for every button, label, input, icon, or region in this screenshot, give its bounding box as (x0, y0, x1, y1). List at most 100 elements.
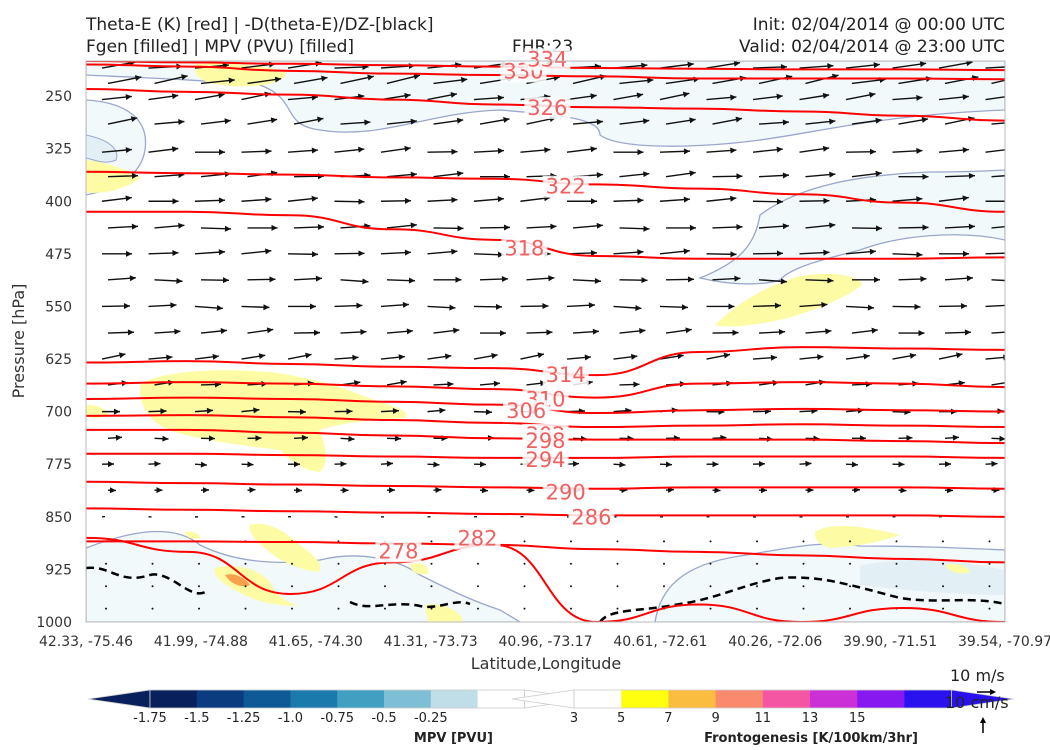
wind-vector-head (154, 460, 161, 467)
colorbar-tick-label: 9 (711, 711, 719, 726)
wind-vector-head (647, 77, 654, 84)
wind-vector (756, 562, 758, 565)
init-time: Init: 02/04/2014 @ 00:00 UTC (752, 15, 1005, 35)
colorbar-cell (762, 690, 811, 708)
dthetae-dz-contours (86, 566, 1005, 622)
wind-vector-head (919, 61, 927, 68)
theta-e-label-bg (375, 540, 422, 563)
wind-vector-head (460, 77, 468, 84)
wind-vector (570, 607, 572, 610)
wind-vector-head (218, 197, 225, 204)
wind-vector-head (1011, 329, 1017, 335)
wind-vector (477, 585, 479, 588)
wind-vector-head (590, 93, 597, 100)
wind-vector (337, 562, 340, 565)
wind-vector-head (723, 352, 731, 359)
wind-vector-head (410, 118, 417, 125)
wind-vector-head (817, 354, 824, 361)
wind-vector-head (916, 147, 923, 154)
wind-vector-head (683, 196, 690, 203)
wind-vector-head (867, 304, 874, 311)
wind-vector-head (776, 250, 783, 257)
wind-vector-head (398, 354, 405, 361)
wind-vector-head (115, 434, 122, 441)
colorbar-cell (384, 690, 432, 708)
wind-vector-head (131, 172, 138, 179)
wind-vector-head (433, 461, 440, 468)
wind-vector-head (1015, 223, 1021, 229)
theta-e-label-bg (524, 48, 571, 71)
wind-vector-head (1018, 74, 1025, 80)
wind-vector-head (340, 461, 347, 468)
wind-vectors (101, 61, 1025, 610)
wind-vector-head (851, 461, 858, 468)
wind-vector-head (637, 197, 644, 204)
mpv-colorbar-label: MPV [PVU] (414, 731, 493, 746)
wind-vector-head (966, 275, 973, 282)
colorbar-tick-label: -1.75 (133, 711, 167, 726)
wind-vector-head (776, 146, 783, 153)
dthetae-dz-contour (349, 600, 471, 609)
wind-vector (802, 540, 805, 543)
theta-e-label-314: 314 (546, 363, 586, 387)
wind-vector (895, 585, 898, 588)
wind-vector (151, 585, 154, 588)
wind-vector-head (643, 171, 650, 178)
colorbar-tick-label: -0.75 (320, 711, 354, 726)
colorbar-left-extension (87, 689, 151, 709)
wind-vector-head (451, 148, 458, 155)
wind-vector (244, 607, 247, 610)
wind-vector-head (413, 73, 420, 80)
wind-vector-head (481, 487, 488, 494)
theta-e-label-282: 282 (457, 527, 497, 551)
wind-vector-head (114, 408, 120, 415)
wind-vector-head (914, 303, 921, 310)
wind-vector-head (968, 172, 975, 179)
x-tick-label: 40.61, -72.61 (613, 634, 707, 650)
wind-vector (523, 540, 526, 543)
wind-vector-head (342, 487, 349, 494)
wind-vector-head (310, 303, 316, 310)
wind-vector-head (637, 149, 644, 156)
wind-vector-head (479, 461, 486, 468)
x-tick-label: 39.90, -71.51 (843, 634, 937, 650)
x-tick-label: 41.31, -73.73 (384, 634, 478, 650)
wind-vector-head (156, 487, 163, 494)
colorbar-tick-label: -1.25 (227, 711, 261, 726)
wind-vector-head (827, 277, 834, 284)
wind-vector (616, 540, 619, 543)
colorbar-tick-label: 3 (570, 711, 578, 726)
valid-time: Valid: 02/04/2014 @ 23:00 UTC (739, 37, 1005, 57)
frontogenesis-shading (86, 63, 970, 622)
wind-vector-head (228, 77, 235, 84)
wind-vector-head (181, 74, 188, 81)
colorbar-cell (621, 690, 669, 708)
wind-vector-head (960, 303, 967, 310)
wind-vector-head (596, 222, 603, 229)
wind-vector-head (346, 408, 353, 415)
wind-vector-head (171, 146, 179, 153)
wind-vector-head (898, 461, 905, 468)
wind-vector-head (687, 61, 694, 68)
wind-vector-head (265, 148, 272, 155)
wind-vector-head (408, 277, 415, 284)
y-tick-label: 325 (45, 142, 72, 158)
wind-vector-head (356, 302, 363, 309)
wind-vector-head (1009, 146, 1015, 152)
wind-vector-head (311, 251, 318, 258)
wind-vector-head (125, 147, 132, 154)
wind-vector (849, 585, 851, 588)
wind-vector-head (388, 487, 395, 494)
wind-vector-head (107, 461, 114, 468)
wind-vector-head (358, 146, 365, 153)
wind-vector-head (456, 170, 464, 177)
wind-vector (709, 607, 712, 610)
wind-vector-head (160, 408, 167, 415)
wind-vector-head (728, 303, 735, 310)
wind-vector-head (730, 195, 737, 202)
theta-e-label-bg (524, 96, 571, 119)
wind-vector-head (782, 119, 789, 126)
wind-vector-head (305, 352, 312, 359)
wind-vector (244, 562, 247, 565)
wind-vector-head (402, 301, 409, 308)
